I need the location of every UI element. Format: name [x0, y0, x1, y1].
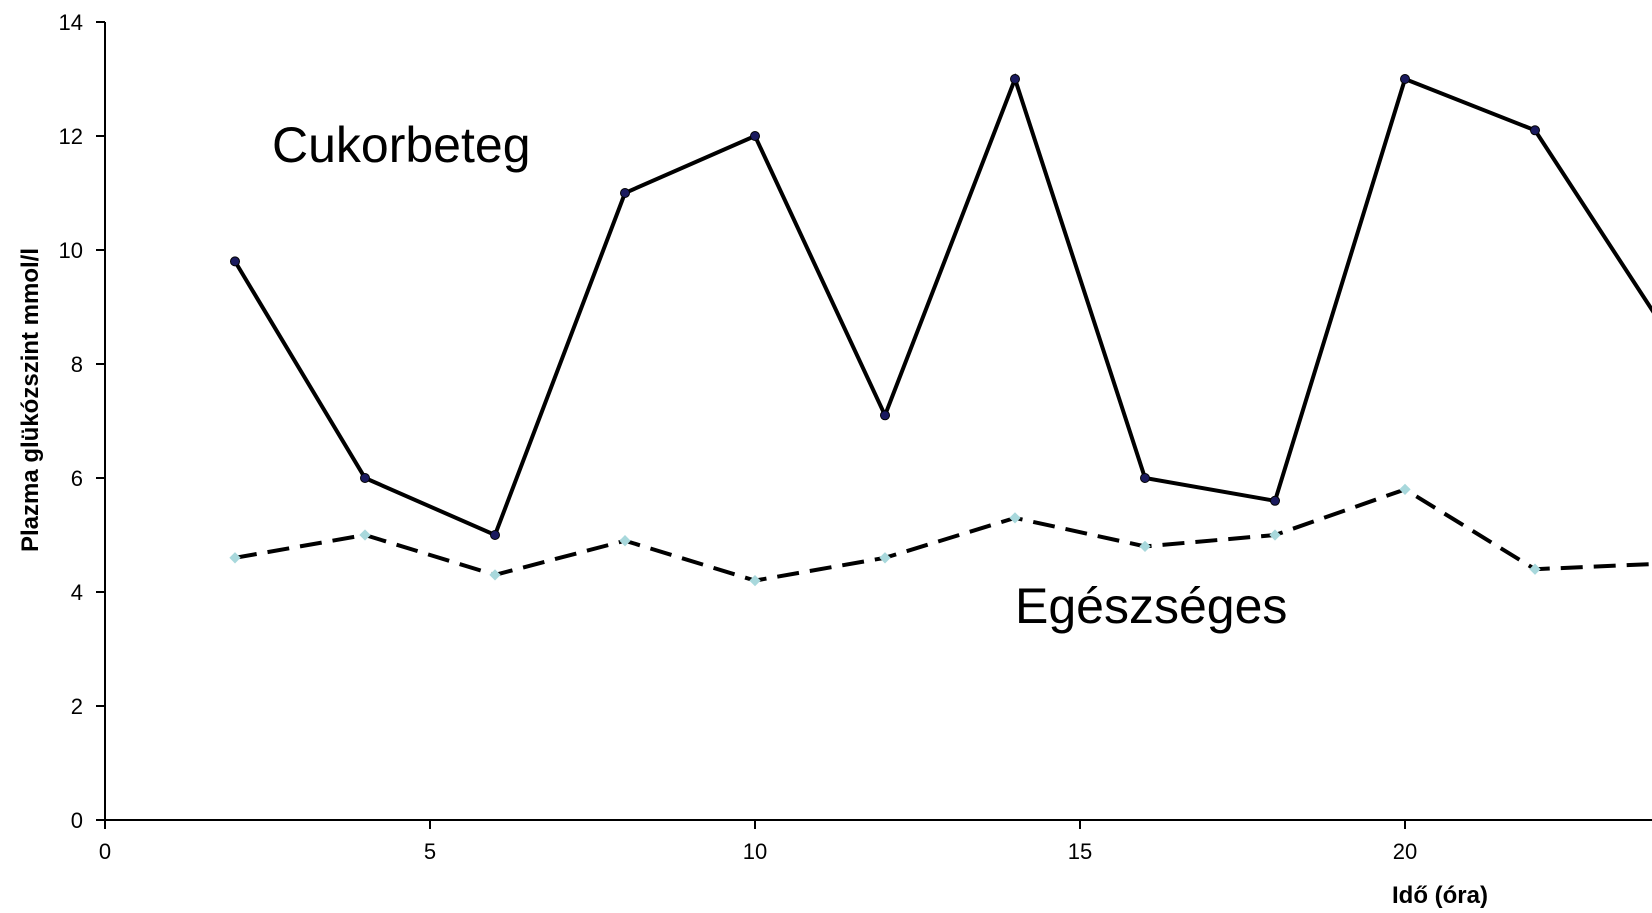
data-point	[1399, 483, 1411, 496]
axes: 0 2 4 6 8 10 12 14 0 5 10 15 20	[59, 10, 1652, 864]
data-point	[1009, 512, 1021, 524]
data-point	[750, 131, 760, 141]
y-tick-label: 6	[71, 466, 83, 491]
data-point	[1270, 495, 1280, 506]
y-tick-label: 4	[71, 580, 83, 605]
series-markers	[229, 74, 1541, 587]
x-tick-label: 15	[1068, 839, 1092, 864]
data-point	[1010, 74, 1020, 84]
series-line-1	[234, 487, 1652, 583]
x-tick-label: 10	[743, 839, 767, 864]
series-label-egeszseges: Egészséges	[1015, 578, 1287, 634]
x-axis-title: Idő (óra)	[1392, 882, 1488, 909]
series-line-0	[233, 73, 1652, 538]
data-point	[1400, 74, 1410, 84]
data-point	[490, 530, 500, 540]
y-tick-label: 14	[59, 10, 83, 35]
data-point	[880, 410, 890, 421]
x-tick-label: 20	[1393, 839, 1417, 864]
series-lines	[233, 73, 1652, 583]
data-point	[879, 552, 891, 564]
data-point	[1139, 540, 1151, 553]
y-tick-label: 2	[71, 694, 83, 719]
data-point	[230, 256, 240, 267]
y-tick-label: 8	[71, 352, 83, 377]
data-point	[360, 473, 370, 483]
series-label-cukorbeteg: Cukorbeteg	[272, 117, 531, 173]
data-point	[359, 529, 371, 541]
data-point	[749, 574, 761, 587]
data-point	[1530, 125, 1540, 136]
data-point	[1140, 473, 1150, 483]
x-tick-label: 0	[99, 839, 111, 864]
y-tick-label: 10	[59, 238, 83, 263]
data-point	[620, 188, 630, 198]
data-point	[1529, 563, 1541, 575]
y-tick-label: 0	[71, 808, 83, 833]
x-tick-label: 5	[424, 839, 436, 864]
y-axis-title: Plazma glükózszint mmol/l	[17, 248, 44, 552]
y-tick-label: 12	[59, 124, 83, 149]
data-point	[229, 552, 241, 564]
data-point	[489, 569, 501, 581]
data-point	[619, 535, 631, 547]
data-point	[1269, 529, 1281, 541]
